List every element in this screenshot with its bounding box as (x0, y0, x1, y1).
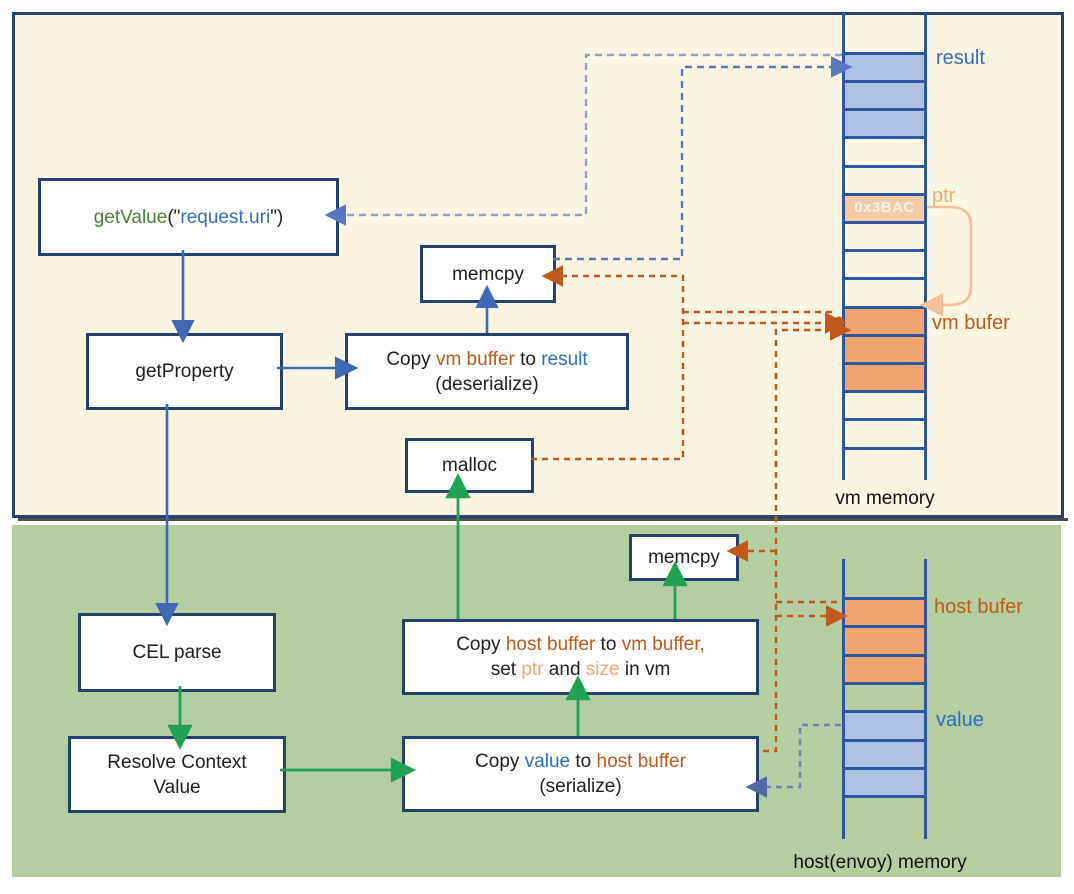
vm-memory-title: vm memory (835, 488, 935, 509)
host-buffer-label: host bufer (934, 596, 1023, 618)
result-label: result (936, 47, 985, 69)
in-vm-word: in vm (619, 659, 671, 680)
size-word: size (585, 659, 620, 680)
set-word: set (490, 659, 522, 680)
host-memory-column-cell-line (842, 710, 927, 714)
copy-vm-to-result-line1: Copy vm buffer to result (386, 347, 587, 372)
vm-memory-column-cell-line (842, 418, 927, 422)
copy-word: Copy (456, 634, 506, 655)
host-memory-column-cell-line (842, 653, 927, 657)
copy-host-to-vm-line1: Copy host buffer to vm buffer, (456, 632, 705, 657)
getvalue-paren-open: (" (167, 206, 181, 228)
host-memory-title: host(envoy) memory (793, 852, 967, 873)
vm-buffer-cells (844, 305, 925, 391)
vm-memory-column-cell-line (842, 164, 927, 168)
malloc-box: malloc (405, 438, 534, 493)
host-memory-column-edge-right (924, 559, 927, 839)
copy-value-to-host-line1: Copy value to host buffer (475, 749, 686, 774)
copy-value-to-host-box: Copy value to host buffer (serialize) (402, 736, 759, 812)
memcpy-bottom-label: memcpy (648, 547, 720, 568)
copy-vm-to-result-box: Copy vm buffer to result (deserialize) (345, 333, 629, 410)
resolve-context-value-box: Resolve Context Value (68, 736, 286, 813)
vm-memory-column-cell-line (842, 108, 927, 112)
host-memory-column-cell-line (842, 738, 927, 742)
copy-vm-to-result-line2: (deserialize) (435, 373, 539, 395)
resolve-line2: Value (153, 776, 201, 798)
vm-memory-column-cell-line (842, 390, 927, 394)
cel-parse-label: CEL parse (132, 642, 222, 663)
result-word: result (541, 348, 588, 370)
to-word: to (514, 348, 542, 370)
getvalue-paren-close: ") (270, 206, 284, 228)
copy-word: Copy (475, 751, 525, 772)
vm-memory-column-cell-line (842, 333, 927, 337)
vm-memory-column-edge-right (924, 12, 927, 480)
vm-memory-column-edge-left (842, 12, 845, 480)
copy-word: Copy (386, 348, 436, 370)
to-word: to (595, 634, 622, 655)
ptr-word: ptr (521, 659, 544, 680)
ptr-label: ptr (932, 185, 956, 207)
vm-memory-column-cell-line (842, 361, 927, 365)
ptr-cell (844, 192, 925, 221)
copy-host-to-vm-line2: set ptr and size in vm (491, 657, 671, 682)
host-buffer-word: host buffer (505, 634, 596, 655)
malloc-label: malloc (442, 455, 497, 476)
memcpy-top-label: memcpy (452, 263, 524, 285)
and-word: and (543, 659, 586, 680)
getvalue-label: getValue("request.uri") (94, 205, 284, 230)
vm-buffer-word: vm buffer (435, 348, 515, 370)
vm-memory-column-cell-line (842, 79, 927, 83)
vm-memory-column-cell-line (842, 249, 927, 253)
host-memory-region (12, 525, 1061, 877)
memcpy-top-box: memcpy (420, 245, 556, 303)
resolve-line1: Resolve Context (107, 751, 247, 773)
result-cells (844, 51, 925, 137)
host-memory-column-cell-line (842, 766, 927, 770)
vm-memory-column-cell-line (842, 192, 927, 196)
vm-memory-column-cell-line (842, 305, 927, 309)
value-cells (844, 710, 925, 796)
vm-memory-column-cell-line (842, 220, 927, 224)
host-memory-column-cell-line (842, 625, 927, 629)
host-memory-column-cell-line (842, 795, 927, 799)
host-memory-column-cell-line (842, 597, 927, 600)
host-memory-column-cell-line (842, 682, 927, 685)
getvalue-arg: request.uri (180, 206, 271, 228)
getvalue-box: getValue("request.uri") (38, 178, 339, 256)
vm-memory-column-cell-line (842, 446, 927, 450)
vm-buffer-label: vm bufer (932, 312, 1010, 334)
cel-parse-box: CEL parse (78, 613, 276, 692)
host-memory-column-edge-left (842, 559, 845, 839)
copy-host-to-vm-box: Copy host buffer to vm buffer, set ptr a… (402, 619, 759, 695)
getvalue-fn: getValue (93, 206, 168, 228)
vm-memory-column-cell-line (842, 51, 927, 55)
vm-memory-column-cell-line (842, 277, 927, 281)
vm-memory-column-cell-line (842, 136, 927, 140)
memcpy-bottom-box: memcpy (629, 534, 739, 581)
copy-value-to-host-line2: (serialize) (539, 776, 622, 797)
host-buffer-cells (844, 597, 925, 682)
host-buffer-word: host buffer (596, 751, 686, 772)
ptr-cell-value: 0x3BAC (854, 199, 915, 216)
to-word: to (570, 751, 597, 772)
getproperty-box: getProperty (86, 333, 283, 410)
getproperty-label: getProperty (135, 361, 234, 382)
vm-buffer-word: vm buffer, (621, 634, 705, 655)
value-label: value (936, 709, 984, 731)
value-word: value (524, 751, 571, 772)
region-separator-shadow (18, 518, 1068, 521)
